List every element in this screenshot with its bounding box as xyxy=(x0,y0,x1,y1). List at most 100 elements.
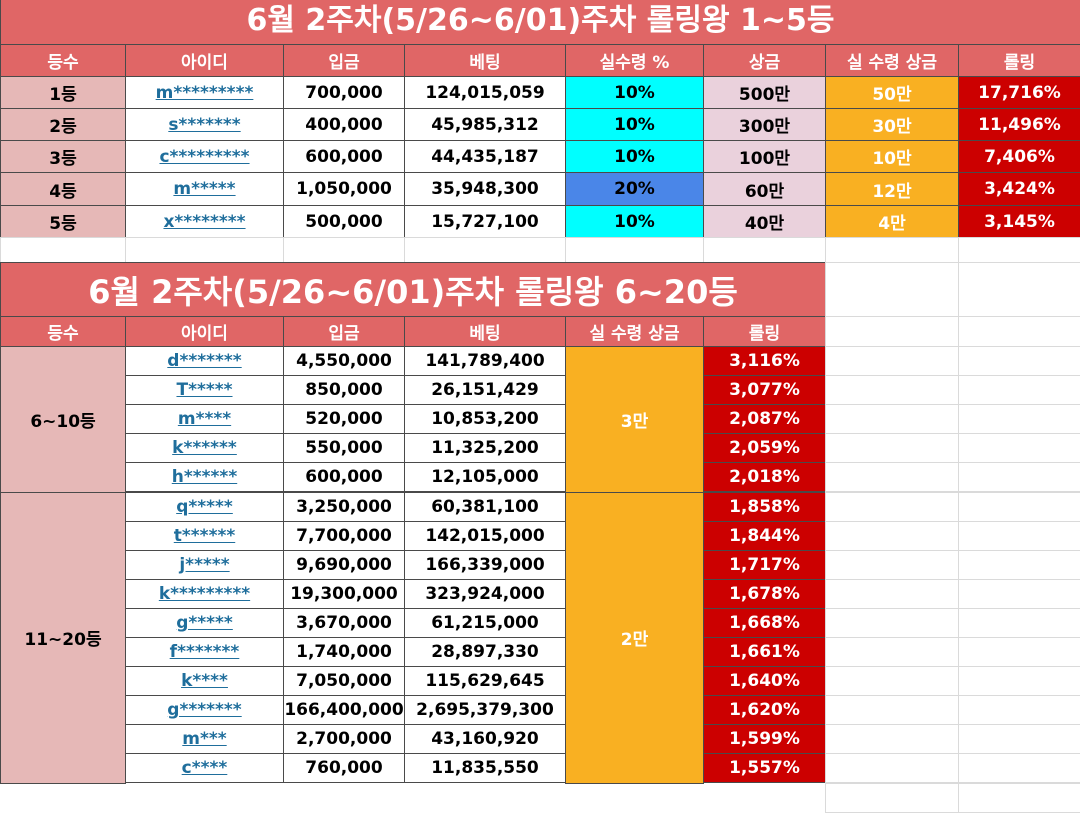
id-cell-text: T***** xyxy=(176,380,233,401)
empty-cell xyxy=(958,637,1080,668)
prize-cell: 60만 xyxy=(703,172,826,206)
cell-text: 1,740,000 xyxy=(296,642,392,663)
real-prize-cell-text: 2만 xyxy=(620,630,649,650)
id-cell: m********* xyxy=(125,76,284,109)
title-text: 6월 2주차(5/26~6/01)주차 롤링왕 6~20등 xyxy=(88,272,738,311)
empty-cell xyxy=(404,237,566,263)
id-cell-text: x******** xyxy=(163,211,246,232)
cell: 550,000 xyxy=(283,433,405,464)
cell: 1,740,000 xyxy=(283,637,405,668)
rolling-cell-text: 1,678% xyxy=(729,583,800,604)
empty-cell xyxy=(958,520,1080,551)
rolling-cell: 2,059% xyxy=(703,433,826,464)
cell: 11,835,550 xyxy=(404,753,566,784)
cell: 44,435,187 xyxy=(404,140,566,173)
header-cell: 아이디 xyxy=(125,316,284,347)
empty-cell xyxy=(825,695,959,726)
header-cell-text: 입금 xyxy=(328,53,360,73)
rolling-cell: 1,661% xyxy=(703,637,826,668)
id-cell-text: m**** xyxy=(177,409,232,430)
rate-cell: 10% xyxy=(565,205,704,238)
id-cell: t****** xyxy=(125,520,284,551)
header-cell: 등수 xyxy=(0,44,126,77)
rolling-cell: 3,077% xyxy=(703,375,826,406)
id-cell-text: k**** xyxy=(181,671,228,692)
rate-cell-text: 20% xyxy=(614,179,655,199)
rolling-cell: 2,018% xyxy=(703,462,826,493)
cell-text: 15,727,100 xyxy=(431,211,539,232)
cell-text: 1,050,000 xyxy=(296,179,392,199)
rolling-cell-text: 17,716% xyxy=(978,82,1061,103)
cell-text: 500,000 xyxy=(305,211,383,232)
cell-text: 28,897,330 xyxy=(431,642,539,663)
empty-cell xyxy=(958,433,1080,464)
cell: 28,897,330 xyxy=(404,637,566,668)
cell-text: 142,015,000 xyxy=(425,525,545,546)
cell: 142,015,000 xyxy=(404,520,566,551)
header-cell-text: 아이디 xyxy=(181,53,228,73)
header-cell: 입금 xyxy=(283,44,405,77)
cell: 600,000 xyxy=(283,140,405,173)
prize-cell-text: 40만 xyxy=(744,214,785,234)
empty-cell xyxy=(958,549,1080,580)
cell-text: 850,000 xyxy=(305,380,383,401)
rolling-cell: 1,678% xyxy=(703,578,826,609)
real-prize-cell: 10만 xyxy=(825,140,959,173)
prize-cell-text: 100만 xyxy=(738,149,791,169)
cell: 7,700,000 xyxy=(283,520,405,551)
header-cell: 등수 xyxy=(0,316,126,347)
id-cell: x******** xyxy=(125,205,284,238)
cell: 124,015,059 xyxy=(404,76,566,109)
header-cell: 실수령 % xyxy=(565,44,704,77)
prize-cell-text: 60만 xyxy=(744,181,785,202)
rolling-cell: 1,717% xyxy=(703,549,826,580)
cell-text: 760,000 xyxy=(305,758,383,779)
real-prize-cell: 2만 xyxy=(565,491,704,784)
empty-cell xyxy=(958,462,1080,493)
rolling-cell: 17,716% xyxy=(958,76,1080,109)
cell-text: 400,000 xyxy=(305,114,383,135)
header-cell: 롤링 xyxy=(958,44,1080,77)
rolling-cell: 3,116% xyxy=(703,346,826,377)
empty-cell xyxy=(825,462,959,493)
rolling-cell-text: 3,116% xyxy=(729,351,800,372)
id-cell: g***** xyxy=(125,607,284,638)
cell: 520,000 xyxy=(283,404,405,435)
cell-text: 9,690,000 xyxy=(296,554,392,575)
cell: 11,325,200 xyxy=(404,433,566,464)
cell-text: 700,000 xyxy=(305,82,383,103)
rate-cell: 10% xyxy=(565,140,704,173)
rank-cell: 4등 xyxy=(0,172,126,206)
rolling-cell-text: 1,858% xyxy=(729,496,800,517)
rolling-cell-text: 1,640% xyxy=(729,671,800,692)
empty-cell xyxy=(825,346,959,377)
rolling-cell-text: 3,424% xyxy=(984,179,1055,199)
id-cell: g******* xyxy=(125,695,284,726)
header-cell-text: 베팅 xyxy=(469,324,501,344)
cell-text: 60,381,100 xyxy=(431,496,539,517)
id-cell: k****** xyxy=(125,433,284,464)
empty-cell xyxy=(825,637,959,668)
header-cell-text: 등수 xyxy=(47,324,79,344)
empty-cell xyxy=(825,237,959,263)
prize-cell-text: 300만 xyxy=(738,117,791,137)
rolling-cell: 3,424% xyxy=(958,172,1080,206)
cell: 19,300,000 xyxy=(283,578,405,609)
rolling-cell-text: 2,018% xyxy=(729,467,800,488)
real-prize-cell: 50만 xyxy=(825,76,959,109)
id-cell-text: c**** xyxy=(181,758,228,779)
rate-cell-text: 10% xyxy=(614,114,655,135)
rolling-cell-text: 3,077% xyxy=(729,380,800,401)
rolling-cell-text: 1,717% xyxy=(729,554,800,575)
cell-text: 141,789,400 xyxy=(425,351,545,372)
header-cell: 입금 xyxy=(283,316,405,347)
rolling-cell-text: 1,599% xyxy=(729,729,800,750)
id-cell-text: c********* xyxy=(159,146,250,167)
cell: 60,381,100 xyxy=(404,491,566,522)
cell-text: 3,670,000 xyxy=(296,612,392,633)
id-cell-text: k****** xyxy=(172,438,237,459)
cell-text: 19,300,000 xyxy=(290,583,398,604)
rolling-cell-text: 7,406% xyxy=(984,146,1055,167)
cell: 4,550,000 xyxy=(283,346,405,377)
rolling-cell-text: 3,145% xyxy=(984,211,1055,232)
